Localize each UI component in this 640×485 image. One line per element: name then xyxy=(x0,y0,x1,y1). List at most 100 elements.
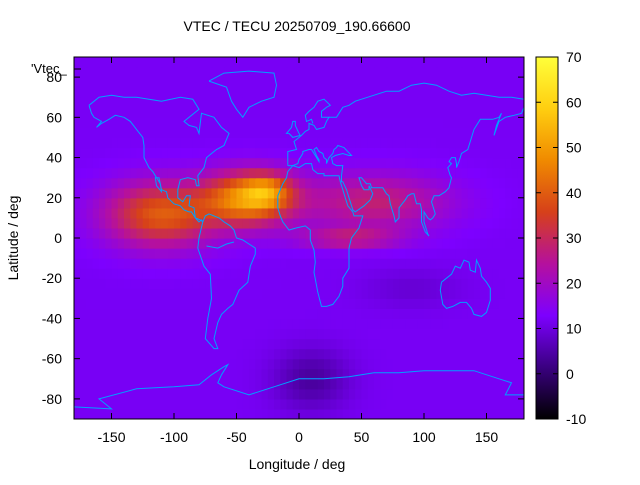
heatmap-cell xyxy=(442,147,450,159)
heatmap-cell xyxy=(130,388,138,400)
heatmap-cell xyxy=(267,258,275,269)
heatmap-cell xyxy=(211,77,219,88)
heatmap-cell xyxy=(180,77,188,88)
heatmap-cell xyxy=(461,388,469,400)
heatmap-cell xyxy=(299,107,306,118)
heatmap-cell xyxy=(92,227,100,239)
heatmap-cell xyxy=(74,348,81,360)
heatmap-cell xyxy=(211,227,219,239)
heatmap-cell xyxy=(336,268,344,279)
heatmap-cell xyxy=(449,217,456,229)
heatmap-cell xyxy=(230,77,238,88)
coastline xyxy=(277,163,364,307)
heatmap-cell xyxy=(492,137,500,149)
heatmap-cell xyxy=(386,318,394,330)
heatmap-cell xyxy=(217,388,225,400)
heatmap-cell xyxy=(286,258,294,269)
heatmap-cell xyxy=(174,288,181,299)
heatmap-cell xyxy=(311,398,319,410)
heatmap-cell xyxy=(205,388,213,400)
heatmap-cell xyxy=(80,268,88,279)
heatmap-cell xyxy=(105,217,113,229)
heatmap-cell xyxy=(342,358,350,370)
heatmap-cell xyxy=(405,358,413,370)
heatmap-cell xyxy=(180,338,188,350)
heatmap-cell xyxy=(299,77,306,88)
heatmap-cell xyxy=(286,107,294,118)
heatmap-cell xyxy=(199,308,206,320)
heatmap-cell xyxy=(274,97,281,108)
heatmap-cell xyxy=(249,217,256,229)
heatmap-cell xyxy=(274,117,281,128)
heatmap-cell xyxy=(192,127,200,139)
heatmap-cell xyxy=(355,147,363,159)
heatmap-cell xyxy=(480,238,488,249)
heatmap-cell xyxy=(517,308,524,320)
heatmap-cell xyxy=(311,137,319,149)
heatmap-cell xyxy=(505,97,513,108)
heatmap-cell xyxy=(361,378,369,390)
heatmap-cell xyxy=(330,227,338,239)
heatmap-cell xyxy=(186,147,194,159)
heatmap-cell xyxy=(74,107,81,118)
heatmap-cell xyxy=(211,117,219,128)
heatmap-cell xyxy=(417,258,425,269)
heatmap-cell xyxy=(192,187,200,199)
heatmap-cell xyxy=(99,147,106,159)
heatmap-cell xyxy=(305,278,313,289)
heatmap-cell xyxy=(374,127,381,139)
heatmap-cell xyxy=(380,398,388,410)
heatmap-cell xyxy=(292,67,300,78)
heatmap-cell xyxy=(217,57,225,68)
heatmap-cell xyxy=(74,137,81,149)
heatmap-cell xyxy=(136,227,144,239)
heatmap-cell xyxy=(280,207,288,219)
heatmap-cell xyxy=(86,338,94,350)
heatmap-cell xyxy=(480,268,488,279)
heatmap-cell xyxy=(305,167,313,179)
heatmap-cell xyxy=(192,117,200,128)
heatmap-cell xyxy=(436,348,444,360)
heatmap-cell xyxy=(405,378,413,390)
colorbar-tick-label: 50 xyxy=(566,140,582,156)
heatmap-cell xyxy=(349,378,356,390)
heatmap-cell xyxy=(286,67,294,78)
heatmap-cell xyxy=(474,248,481,259)
heatmap-cell xyxy=(199,268,206,279)
heatmap-cell xyxy=(186,298,194,309)
heatmap-cell xyxy=(442,368,450,380)
heatmap-cell xyxy=(242,167,250,179)
heatmap-cell xyxy=(461,308,469,320)
heatmap-cell xyxy=(136,77,144,88)
heatmap-cell xyxy=(499,268,506,279)
heatmap-cell xyxy=(480,187,488,199)
heatmap-cell xyxy=(99,217,106,229)
heatmap-cell xyxy=(192,258,200,269)
heatmap-cell xyxy=(142,368,150,380)
heatmap-cell xyxy=(411,187,419,199)
heatmap-cell xyxy=(342,227,350,239)
heatmap-cell xyxy=(417,217,425,229)
heatmap-cell xyxy=(74,207,81,219)
heatmap-cell xyxy=(211,308,219,320)
heatmap-cell xyxy=(386,268,394,279)
heatmap-cell xyxy=(411,398,419,410)
heatmap-cell xyxy=(492,167,500,179)
heatmap-cell xyxy=(430,207,438,219)
x-axis-label: Longitude / deg xyxy=(249,456,346,472)
heatmap-cell xyxy=(486,137,494,149)
heatmap-cell xyxy=(242,207,250,219)
heatmap-cell xyxy=(392,318,400,330)
coastline xyxy=(287,107,524,237)
heatmap-cell xyxy=(386,187,394,199)
heatmap-cell xyxy=(374,318,381,330)
heatmap-cell xyxy=(424,408,431,419)
heatmap-cell xyxy=(374,157,381,169)
heatmap-cell xyxy=(311,117,319,128)
heatmap-cell xyxy=(355,97,363,108)
heatmap-cell xyxy=(174,157,181,169)
heatmap-cell xyxy=(105,67,113,78)
heatmap-cell xyxy=(174,328,181,340)
heatmap-cell xyxy=(311,268,319,279)
heatmap-cell xyxy=(211,217,219,229)
